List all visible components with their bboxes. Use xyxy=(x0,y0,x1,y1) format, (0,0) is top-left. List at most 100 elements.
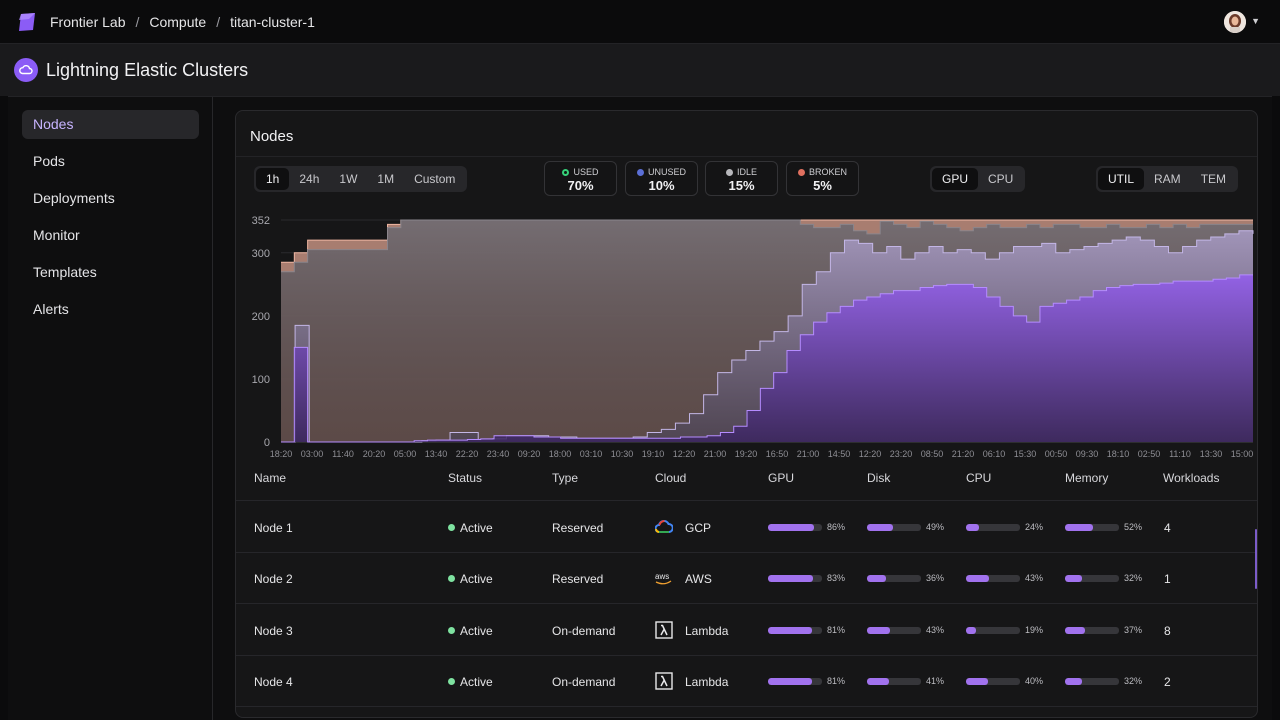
column-header-memory[interactable]: Memory xyxy=(1065,471,1109,485)
node-status: Active xyxy=(448,521,493,535)
time-range-1h[interactable]: 1h xyxy=(256,168,290,190)
column-header-workloads[interactable]: Workloads xyxy=(1163,471,1220,485)
cpu-usage-bar xyxy=(966,626,1020,634)
column-header-cloud[interactable]: Cloud xyxy=(655,471,687,485)
scrollbar[interactable] xyxy=(1255,529,1257,589)
node-type: Reserved xyxy=(552,521,604,535)
column-header-cpu[interactable]: CPU xyxy=(966,471,992,485)
metric-ram[interactable]: RAM xyxy=(1154,172,1181,186)
lambda-icon xyxy=(655,672,673,690)
cpu-usage-bar xyxy=(966,677,1020,685)
table-row[interactable]: Node 4 Active On-demand Lambda 81% 41% 40% 32% 2 xyxy=(236,656,1257,707)
status-dot xyxy=(448,677,455,685)
time-range-1m[interactable]: 1M xyxy=(377,172,395,186)
sidebar-item-pods[interactable]: Pods xyxy=(33,153,65,169)
x-tick-label: 11:40 xyxy=(332,449,354,459)
breadcrumb-cluster[interactable]: titan-cluster-1 xyxy=(230,13,315,30)
x-tick-label: 10:30 xyxy=(611,449,634,459)
memory-usage-value: 52% xyxy=(1124,522,1143,532)
chart-areas xyxy=(281,219,1254,443)
table-row[interactable]: Node 3 Active On-demand Lambda 81% 43% 19% 37% 8 xyxy=(236,605,1257,656)
chevron-down-icon[interactable]: ▼ xyxy=(1251,16,1260,26)
disk-usage-value: 41% xyxy=(926,675,945,686)
y-tick-label: 0 xyxy=(264,437,270,449)
table-row[interactable]: Node 1 Active Reserved GCP 86% 49% 24% 52% 4 xyxy=(236,502,1257,553)
column-header-name[interactable]: Name xyxy=(254,471,287,485)
x-tick-label: 06:10 xyxy=(983,449,1006,459)
gpu-usage-bar xyxy=(768,626,822,634)
metric-util[interactable]: UTIL xyxy=(1098,168,1145,190)
y-tick-label: 300 xyxy=(252,248,270,260)
breadcrumb-section[interactable]: Compute xyxy=(149,13,207,30)
node-cloud: AWS xyxy=(685,572,712,587)
time-range-24h[interactable]: 24h xyxy=(299,172,320,186)
column-header-type[interactable]: Type xyxy=(552,471,579,485)
sidebar-item-monitor[interactable]: Monitor xyxy=(33,227,80,243)
series-area-used xyxy=(281,274,1253,442)
gpu-usage-bar xyxy=(768,677,822,685)
status-label: Active xyxy=(460,623,493,638)
node-name[interactable]: Node 4 xyxy=(254,674,293,689)
table-row[interactable]: Node 2 Active Reserved aws AWS 83% 36% 43% 32% 1 xyxy=(236,553,1257,605)
x-tick-label: 18:20 xyxy=(270,449,293,459)
time-range-custom[interactable]: Custom xyxy=(414,172,456,186)
node-name[interactable]: Node 2 xyxy=(254,572,293,587)
memory-usage-bar xyxy=(1065,524,1119,531)
stat-value: 5% xyxy=(813,178,832,193)
column-header-status[interactable]: Status xyxy=(448,471,483,485)
status-dot xyxy=(448,575,455,583)
stat-idle: IDLE 15% xyxy=(705,161,778,196)
sidebar-item-templates[interactable]: Templates xyxy=(33,264,97,280)
x-tick-label: 14:50 xyxy=(828,449,851,459)
x-tick-label: 03:10 xyxy=(580,449,603,459)
x-tick-label: 15:00 xyxy=(1231,449,1254,459)
sidebar-item-alerts[interactable]: Alerts xyxy=(33,301,69,317)
sidebar-item-nodes[interactable]: Nodes xyxy=(22,110,199,139)
avatar[interactable] xyxy=(1224,11,1246,33)
x-tick-label: 12:20 xyxy=(673,449,696,459)
table-header: Name Status Type Cloud GPU Disk CPU Memo… xyxy=(236,459,1257,501)
cpu-usage-value: 19% xyxy=(1025,624,1044,635)
sidebar: Nodes Pods Deployments Monitor Templates… xyxy=(8,97,213,720)
x-tick-label: 15:30 xyxy=(1014,449,1037,459)
column-header-gpu[interactable]: GPU xyxy=(768,471,795,485)
x-tick-label: 18:10 xyxy=(1107,449,1130,459)
column-header-disk[interactable]: Disk xyxy=(867,471,891,485)
y-axis: 0 100 200 300 352 xyxy=(252,215,270,449)
stat-value: 70% xyxy=(567,178,594,193)
sidebar-item-deployments[interactable]: Deployments xyxy=(33,190,115,206)
x-tick-label: 16:50 xyxy=(766,449,789,459)
x-tick-label: 12:20 xyxy=(859,449,882,459)
x-tick-label: 21:00 xyxy=(797,449,820,459)
x-tick-label: 20:20 xyxy=(363,449,386,459)
x-tick-label: 19:20 xyxy=(735,449,758,459)
stat-label: UNUSED xyxy=(647,167,686,177)
stat-value: 15% xyxy=(728,178,755,193)
node-name[interactable]: Node 1 xyxy=(254,521,293,535)
x-tick-label: 00:50 xyxy=(1045,449,1068,459)
node-workloads: 8 xyxy=(1164,623,1171,638)
resource-gpu[interactable]: GPU xyxy=(932,168,979,190)
node-name[interactable]: Node 3 xyxy=(254,623,293,638)
node-type: On-demand xyxy=(552,674,616,689)
breadcrumb-org[interactable]: Frontier Lab xyxy=(50,13,126,30)
time-range-1w[interactable]: 1W xyxy=(339,172,358,186)
metric-tem[interactable]: TEM xyxy=(1200,172,1227,186)
node-cloud: Lambda xyxy=(685,674,729,689)
gpu-usage-value: 81% xyxy=(827,624,846,635)
x-tick-label: 18:00 xyxy=(549,449,572,459)
metric-toggle: UTIL RAM TEM xyxy=(1096,166,1239,192)
idle-status-dot xyxy=(725,168,733,176)
status-dot xyxy=(448,626,455,634)
logo-icon[interactable] xyxy=(16,11,38,33)
unused-status-dot xyxy=(636,168,644,176)
node-type: Reserved xyxy=(552,572,604,587)
disk-usage-bar xyxy=(867,626,921,634)
gpu-usage-value: 81% xyxy=(827,675,846,686)
memory-usage-bar xyxy=(1065,575,1119,583)
x-tick-label: 21:00 xyxy=(704,449,727,459)
stat-unused: UNUSED 10% xyxy=(625,161,698,196)
x-tick-label: 13:40 xyxy=(425,449,448,459)
used-status-dot xyxy=(562,168,570,176)
resource-cpu[interactable]: CPU xyxy=(988,172,1014,186)
